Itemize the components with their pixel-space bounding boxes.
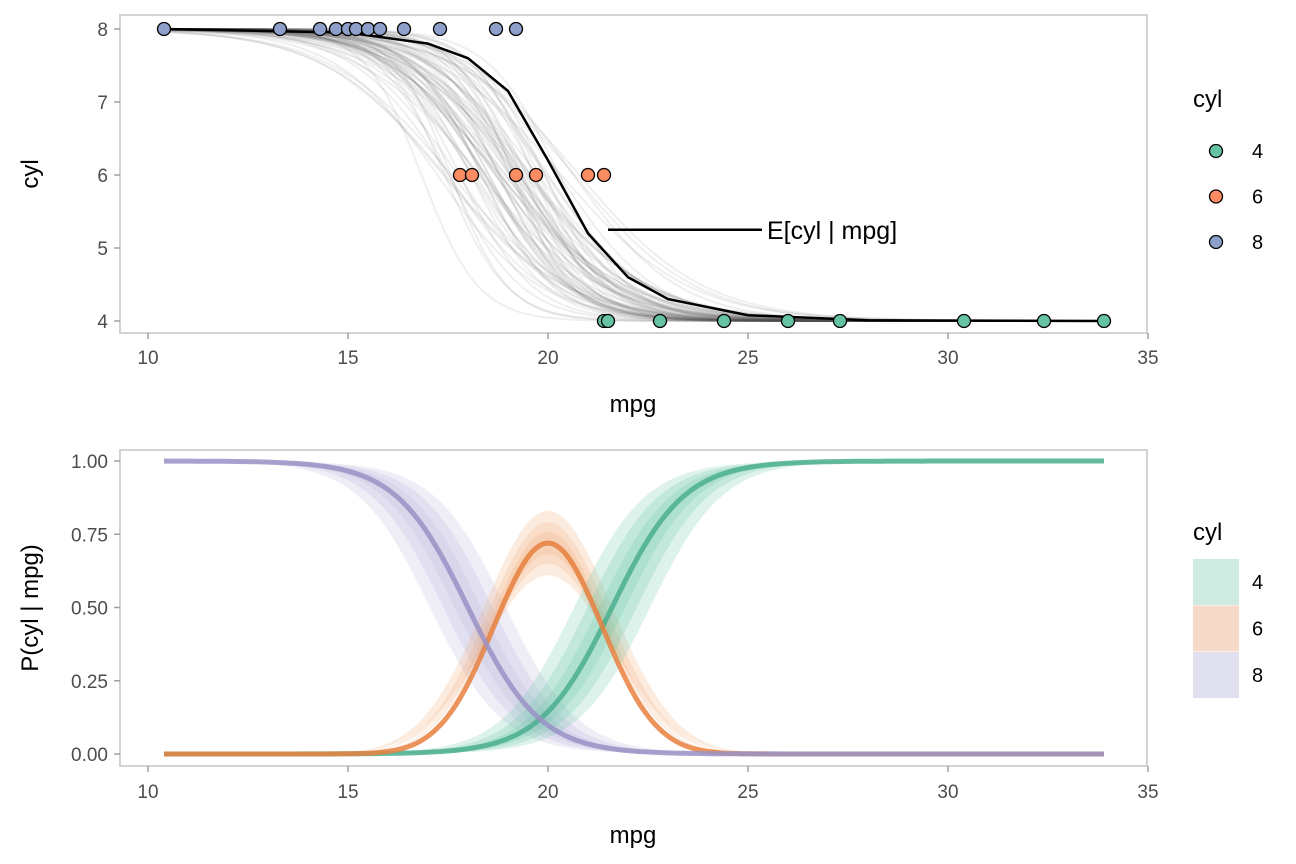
bottom-x-axis-title: mpg xyxy=(610,822,657,849)
x-tick-label: 30 xyxy=(937,348,958,369)
legend-band-key xyxy=(1193,605,1239,652)
data-point xyxy=(1036,313,1052,329)
legend-item-label: 6 xyxy=(1252,619,1263,641)
bottom-y-axis-title: P(cyl | mpg) xyxy=(17,544,44,672)
bottom-panel-border xyxy=(119,449,1148,767)
bottom-axis-ticks: 10 15 20 25 30 35 0.00 0.25 0.50 0.75 1.00 xyxy=(71,452,1159,803)
data-point xyxy=(328,21,344,37)
x-tick-label: 10 xyxy=(137,782,158,803)
data-point xyxy=(716,313,732,329)
x-tick-label: 20 xyxy=(537,348,558,369)
top-y-axis-title: cyl xyxy=(17,159,44,188)
series-line xyxy=(164,458,1104,757)
data-point xyxy=(488,21,504,37)
x-tick-label: 25 xyxy=(737,348,758,369)
top-legend-title: cyl xyxy=(1193,86,1222,113)
probability-interval-band xyxy=(164,461,1104,754)
y-tick-label: 0.00 xyxy=(71,745,108,766)
data-point xyxy=(464,167,480,183)
y-tick-label: 8 xyxy=(97,20,108,41)
data-point xyxy=(508,21,524,37)
data-point xyxy=(156,21,172,37)
bottom-legend-title: cyl xyxy=(1193,519,1222,546)
data-point xyxy=(396,21,412,37)
legend-item-label: 8 xyxy=(1252,665,1263,687)
legend-point-key xyxy=(1208,189,1224,204)
data-point xyxy=(580,167,596,183)
annotation-label: E[cyl | mpg] xyxy=(767,217,897,245)
data-point xyxy=(360,21,376,37)
data-point xyxy=(1096,313,1112,329)
y-tick-label: 0.75 xyxy=(71,525,108,546)
data-points xyxy=(156,21,1112,329)
data-point xyxy=(272,21,288,37)
data-point xyxy=(780,313,796,329)
top-x-axis-title: mpg xyxy=(610,391,657,418)
data-point xyxy=(600,313,616,329)
legend-item-label: 8 xyxy=(1252,232,1263,254)
top-legend: cyl 4 6 8 xyxy=(1193,86,1263,254)
data-point xyxy=(372,21,388,37)
probability-bands xyxy=(164,461,1104,754)
probability-interval-band xyxy=(164,461,1104,754)
data-point xyxy=(528,167,544,183)
probability-lines xyxy=(164,458,1104,757)
y-tick-label: 7 xyxy=(97,93,108,114)
data-point xyxy=(312,21,328,37)
y-tick-label: 0.50 xyxy=(71,599,108,620)
legend-item-label: 4 xyxy=(1252,572,1263,594)
legend-band-key xyxy=(1193,559,1239,605)
bottom-legend: cyl 4 6 8 xyxy=(1193,519,1263,698)
data-point xyxy=(348,21,364,37)
y-tick-label: 4 xyxy=(97,312,108,333)
y-tick-label: 0.25 xyxy=(71,672,108,693)
x-tick-label: 35 xyxy=(1137,348,1158,369)
data-point xyxy=(432,21,448,37)
data-point xyxy=(956,313,972,329)
x-tick-label: 25 xyxy=(737,782,758,803)
data-point xyxy=(652,313,668,329)
x-tick-label: 15 xyxy=(337,348,358,369)
x-tick-label: 30 xyxy=(937,782,958,803)
legend-point-key xyxy=(1208,234,1224,250)
x-tick-label: 20 xyxy=(537,782,558,803)
legend-band-key xyxy=(1193,652,1239,698)
x-tick-label: 35 xyxy=(1137,782,1158,803)
y-tick-label: 5 xyxy=(97,239,108,260)
data-point xyxy=(832,313,848,329)
data-point xyxy=(452,167,468,183)
y-tick-label: 6 xyxy=(97,166,108,187)
probability-interval-band xyxy=(164,461,1104,754)
x-tick-label: 10 xyxy=(137,348,158,369)
legend-point-key xyxy=(1208,143,1224,159)
legend-item-label: 6 xyxy=(1252,187,1263,209)
legend-item-label: 4 xyxy=(1252,141,1263,163)
data-point xyxy=(508,167,524,183)
expected-value-curve xyxy=(163,27,1105,323)
data-point xyxy=(596,167,612,183)
y-tick-label: 1.00 xyxy=(71,452,108,473)
top-axis-ticks: 10 15 20 25 30 35 4 5 6 7 8 xyxy=(97,20,1158,369)
x-tick-label: 15 xyxy=(337,782,358,803)
bottom-panel: 10 15 20 25 30 35 0.00 0.25 0.50 0.75 1.00 mpg P(c… xyxy=(17,449,1263,849)
top-panel: 10 15 20 25 30 35 4 5 6 7 8 E[cyl | mpg] mpg cyl c… xyxy=(17,14,1263,418)
